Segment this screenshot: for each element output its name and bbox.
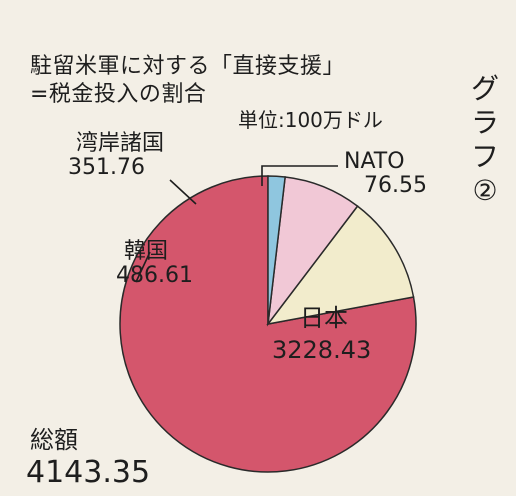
label-gulf-states-name: 湾岸諸国: [76, 131, 165, 156]
label-nato-value: 76.55: [364, 173, 427, 198]
leader-line-nato: [261, 165, 338, 186]
label-japan: 日本 3228.43: [272, 306, 371, 362]
label-korea: 韓国 486.61: [116, 240, 193, 288]
chart-title-line-1: 駐留米軍に対する「直接支援」: [30, 54, 346, 79]
label-gulf-states-value: 351.76: [68, 155, 145, 180]
unit-label: 単位:100万ドル: [238, 108, 383, 132]
label-nato-name: NATO: [344, 149, 405, 174]
label-korea-name: 韓国: [124, 239, 169, 264]
graph-number-char-2: フ: [470, 140, 499, 173]
label-japan-name: 日本: [300, 304, 348, 332]
leader-line-gulf-states: [169, 179, 197, 205]
graph-number-char-3: ②: [472, 174, 498, 207]
label-gulf-states: 湾岸諸国 351.76: [68, 131, 165, 180]
graph-number-char-1: ラ: [470, 106, 499, 139]
total-label-name: 総額: [30, 426, 78, 454]
pie-slice-3: [267, 175, 286, 325]
label-japan-value: 3228.43: [272, 336, 372, 364]
leader-line-korea: [135, 251, 151, 283]
label-nato: NATO 76.55: [344, 150, 427, 198]
chart-title-line-2: =税金投入の割合: [30, 82, 207, 107]
graph-number-char-0: グ: [470, 72, 499, 105]
total-label-value: 4143.35: [26, 455, 151, 490]
total-label: 総額 4143.35: [26, 420, 150, 490]
label-korea-value: 486.61: [116, 263, 193, 288]
pie-slice-1: [266, 205, 415, 326]
